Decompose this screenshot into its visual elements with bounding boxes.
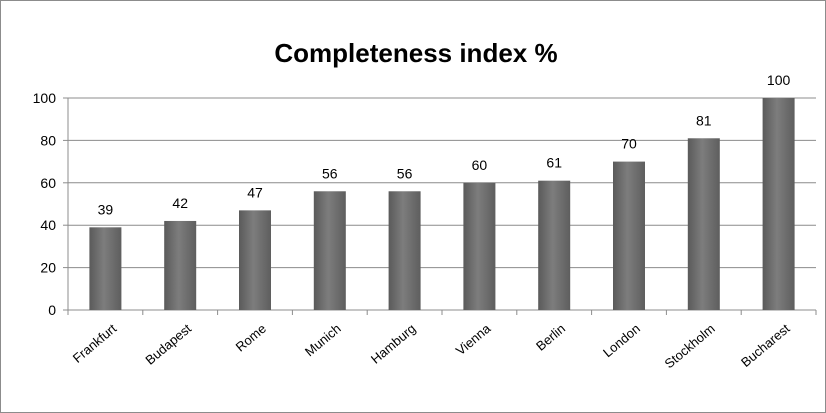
x-tick-label: Berlin <box>533 321 568 354</box>
x-tick-label: Budapest <box>142 321 194 368</box>
data-label: 70 <box>621 136 637 152</box>
bar-london <box>613 161 645 310</box>
data-label: 100 <box>767 72 791 88</box>
bar-hamburg <box>388 191 421 310</box>
bar-rome <box>239 210 271 310</box>
bar-frankfurt <box>89 227 122 310</box>
y-tick-label: 60 <box>40 175 56 191</box>
x-tick-label: Munich <box>302 321 344 359</box>
x-tick-label: Stockholm <box>662 321 718 372</box>
data-label: 56 <box>397 165 413 181</box>
x-tick-label: Rome <box>233 321 269 355</box>
data-label: 61 <box>546 155 562 171</box>
y-tick-label: 20 <box>40 260 56 276</box>
bar-budapest <box>164 220 197 310</box>
bar-berlin <box>538 180 571 310</box>
bar-stockholm <box>687 138 720 310</box>
y-tick-label: 0 <box>48 302 56 318</box>
data-label: 47 <box>247 184 263 200</box>
data-label: 81 <box>696 112 712 128</box>
y-tick-label: 80 <box>40 132 56 148</box>
chart-title: Completeness index % <box>274 38 557 68</box>
x-tick-label: London <box>600 321 643 360</box>
data-label: 56 <box>322 165 338 181</box>
bar-vienna <box>463 182 496 310</box>
x-tick-label: Bucharest <box>738 321 793 370</box>
x-tick-label: Frankfurt <box>70 321 120 366</box>
y-tick-label: 100 <box>33 90 57 106</box>
bar-munich <box>313 191 346 310</box>
x-tick-label: Vienna <box>453 320 494 358</box>
data-label: 60 <box>472 157 488 173</box>
data-label: 42 <box>172 195 188 211</box>
data-label: 39 <box>98 201 114 217</box>
y-tick-label: 40 <box>40 217 56 233</box>
x-tick-label: Hamburg <box>368 321 419 367</box>
bar-bucharest <box>762 98 795 310</box>
